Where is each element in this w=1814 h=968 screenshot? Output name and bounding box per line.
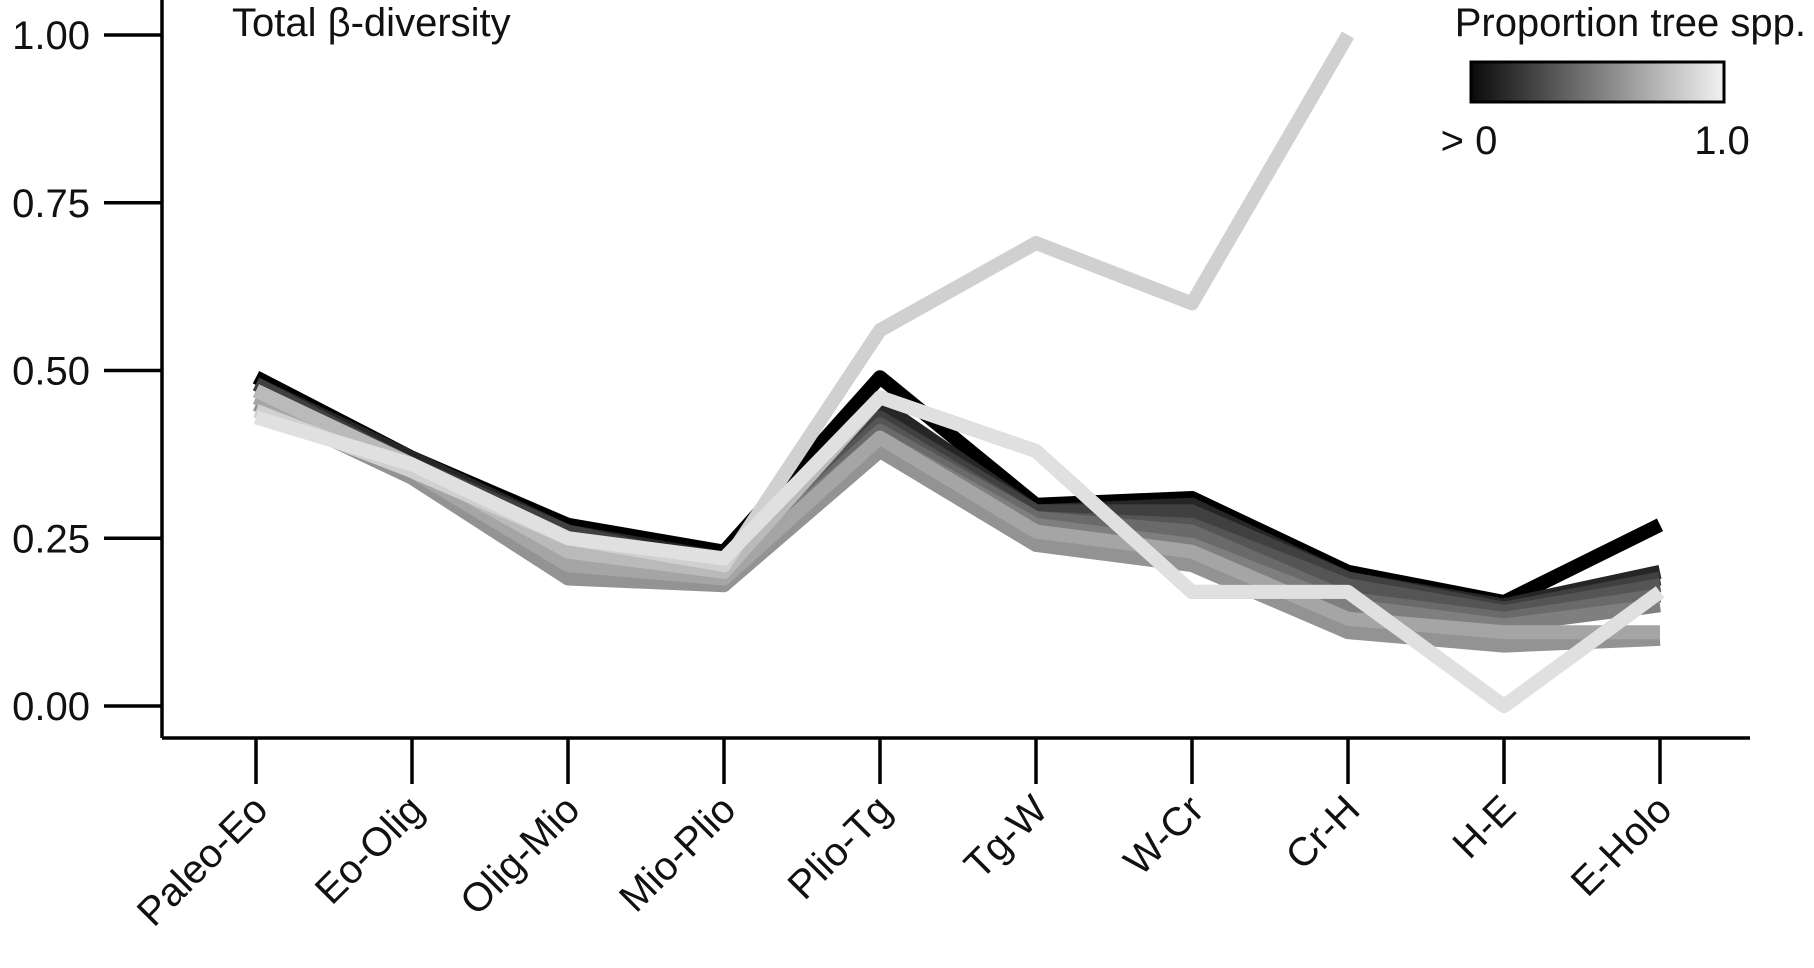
x-tick-label: E-Holo <box>1563 787 1681 905</box>
series-line <box>253 391 1660 640</box>
y-tick-label: 0.75 <box>12 182 90 226</box>
chart-title: Total β-diversity <box>232 1 511 45</box>
x-tick-label: W-Cr <box>1116 787 1213 884</box>
legend-gradient-bar <box>1469 60 1726 104</box>
x-tick-label: Tg-W <box>956 787 1056 887</box>
x-tick-label: Eo-Olig <box>307 787 432 912</box>
x-tick-label: H-E <box>1445 787 1525 867</box>
legend: Proportion tree spp. > 0 1.0 <box>1441 1 1806 163</box>
legend-title: Proportion tree spp. <box>1455 1 1806 45</box>
x-tick-label: Mio-Plio <box>611 787 744 920</box>
x-tick-label: Paleo-Eo <box>129 787 276 934</box>
series-line <box>253 397 1661 653</box>
y-tick-label: 0.50 <box>12 350 90 394</box>
y-tick-label: 1.00 <box>12 14 90 58</box>
y-tick-label: 0.00 <box>12 685 90 729</box>
series-layer <box>252 31 1665 713</box>
x-tick-label: Cr-H <box>1278 787 1369 878</box>
x-tick-label: Plio-Tg <box>780 787 901 908</box>
legend-high-label: 1.0 <box>1694 119 1750 163</box>
x-axis: Paleo-Eo Eo-Olig Olig-Mio Mio-Plio Plio-Tg Tg… <box>129 736 1750 935</box>
x-tick-label: Olig-Mio <box>452 787 588 923</box>
legend-low-label: > 0 <box>1441 119 1498 163</box>
series-line <box>253 390 1665 713</box>
y-axis: 0.00 0.25 0.50 0.75 1.00 <box>12 0 164 738</box>
y-tick-label: 0.25 <box>12 517 90 561</box>
